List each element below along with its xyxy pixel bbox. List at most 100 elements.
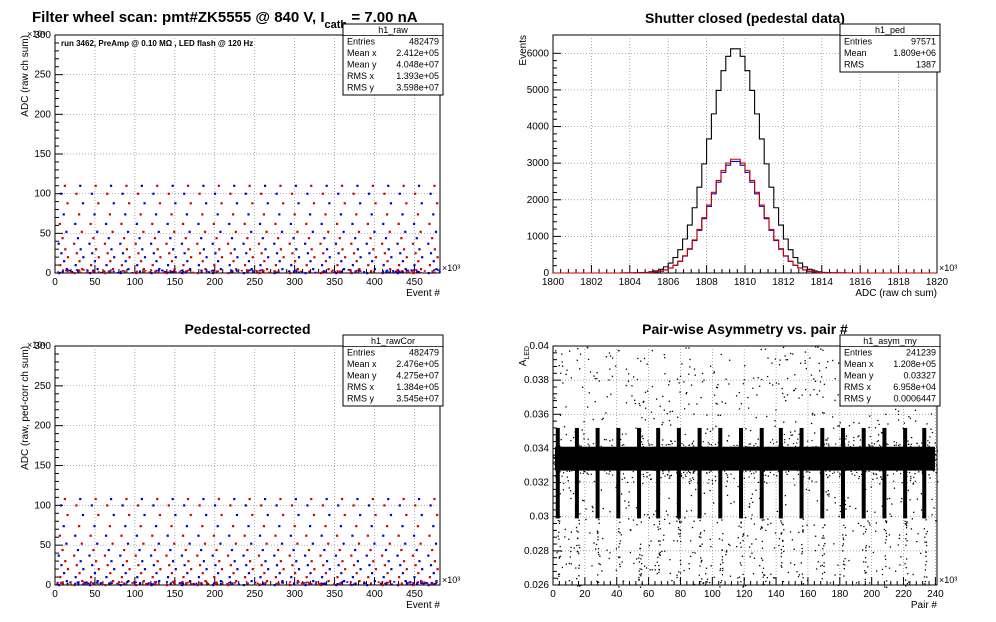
asym-band-point <box>811 439 813 442</box>
asym-point <box>848 425 851 427</box>
rawCor-xtick-label: 200 <box>206 589 223 600</box>
rawCor-point <box>385 582 388 585</box>
asym-point <box>700 580 702 583</box>
asym-band-point <box>916 465 918 467</box>
asym-band-point <box>713 459 715 461</box>
asym-band-point <box>606 447 608 449</box>
asym-band-point <box>567 458 570 460</box>
asym-band-point <box>806 446 808 448</box>
asym-point <box>825 439 827 441</box>
raw-baseline-point <box>397 270 400 273</box>
asym-band-point <box>706 451 708 453</box>
asym-band-point <box>587 443 589 445</box>
asym-band-point <box>674 460 676 462</box>
asym-spike-point <box>658 571 660 574</box>
asym-point <box>690 509 693 512</box>
raw-baseline-point <box>402 271 405 273</box>
asym-band-point <box>585 459 587 461</box>
asym-band-point <box>927 462 929 465</box>
asym-point <box>748 506 751 508</box>
asym-point <box>785 504 787 506</box>
raw-point <box>190 256 193 259</box>
asym-band-point <box>827 437 829 439</box>
asym-band-point <box>579 465 581 467</box>
raw-point <box>124 260 127 263</box>
asym-band-point <box>641 464 643 466</box>
asym-point <box>838 515 840 518</box>
asym-band-point <box>566 470 568 472</box>
asym-band-point <box>685 449 688 451</box>
asym-band-point <box>585 457 587 459</box>
rawCor-point <box>264 560 267 563</box>
asym-point <box>615 486 617 489</box>
raw-point <box>124 213 127 216</box>
rawCor-baseline-point <box>317 583 320 585</box>
raw-point <box>135 222 138 226</box>
rawCor-point <box>151 576 154 579</box>
asym-band-point <box>654 447 656 450</box>
asym-band-point <box>797 473 800 475</box>
asym-spike <box>799 427 804 519</box>
asym-spike-point <box>742 573 744 576</box>
asym-spike-point <box>578 523 580 525</box>
rawCor-point <box>247 572 251 575</box>
asym-spike-point <box>740 564 742 566</box>
raw-point <box>313 256 316 259</box>
asym-band-point <box>692 464 694 467</box>
raw-point <box>215 237 218 240</box>
asym-band-point <box>694 454 696 456</box>
asym-band-point <box>828 443 830 445</box>
asym-point <box>660 476 662 479</box>
rawCor-baseline-point <box>427 583 430 585</box>
asym-band-point <box>757 451 760 453</box>
rawCor-ytick-label: 250 <box>34 381 51 392</box>
rawCor-point <box>320 534 323 537</box>
asym-point <box>818 362 820 365</box>
asym-band-point <box>737 447 739 449</box>
rawCor-point <box>62 525 65 528</box>
asym-point <box>615 569 617 572</box>
asym-spike-point <box>557 584 560 586</box>
asym-band-point <box>786 456 788 458</box>
asym-point <box>816 500 819 502</box>
asym-band-point <box>836 467 838 469</box>
asym-point <box>690 480 692 482</box>
raw-point <box>273 272 276 275</box>
asym-point <box>834 399 836 401</box>
asym-spike-point <box>558 575 560 578</box>
asym-point <box>606 396 608 398</box>
asym-band-point <box>775 458 777 460</box>
asym-band-point <box>934 460 936 462</box>
asym-band-point <box>666 453 668 455</box>
raw-point <box>322 252 325 255</box>
rawCor-point <box>350 554 353 557</box>
asym-band-point <box>907 463 909 465</box>
asym-band-point <box>935 458 937 461</box>
asym-point <box>870 486 872 488</box>
asym-band-point <box>662 452 664 454</box>
asym-spike-point <box>842 543 844 545</box>
raw-point <box>369 237 372 240</box>
asym-point <box>617 349 620 352</box>
asym-spike-point <box>557 535 559 537</box>
raw-point <box>306 252 309 255</box>
raw-point <box>62 213 65 216</box>
asym-point <box>557 550 559 552</box>
asym-band-point <box>608 473 610 475</box>
asym-band-point <box>879 470 881 472</box>
asym-band-point <box>606 450 609 453</box>
asym-point <box>709 538 711 541</box>
raw-point <box>292 237 295 240</box>
rawCor-point <box>220 568 224 571</box>
rawCor-point <box>275 564 279 567</box>
rawCor-point <box>80 542 83 545</box>
asym-band-point <box>573 457 575 459</box>
asym-band-point <box>837 465 839 467</box>
raw-point <box>397 264 401 267</box>
asym-point <box>738 525 740 527</box>
raw-baseline-point <box>407 271 410 273</box>
asym-band-point <box>919 465 921 467</box>
rawCor-point <box>125 560 128 563</box>
asym-point <box>583 433 585 435</box>
asym-point <box>679 535 681 538</box>
